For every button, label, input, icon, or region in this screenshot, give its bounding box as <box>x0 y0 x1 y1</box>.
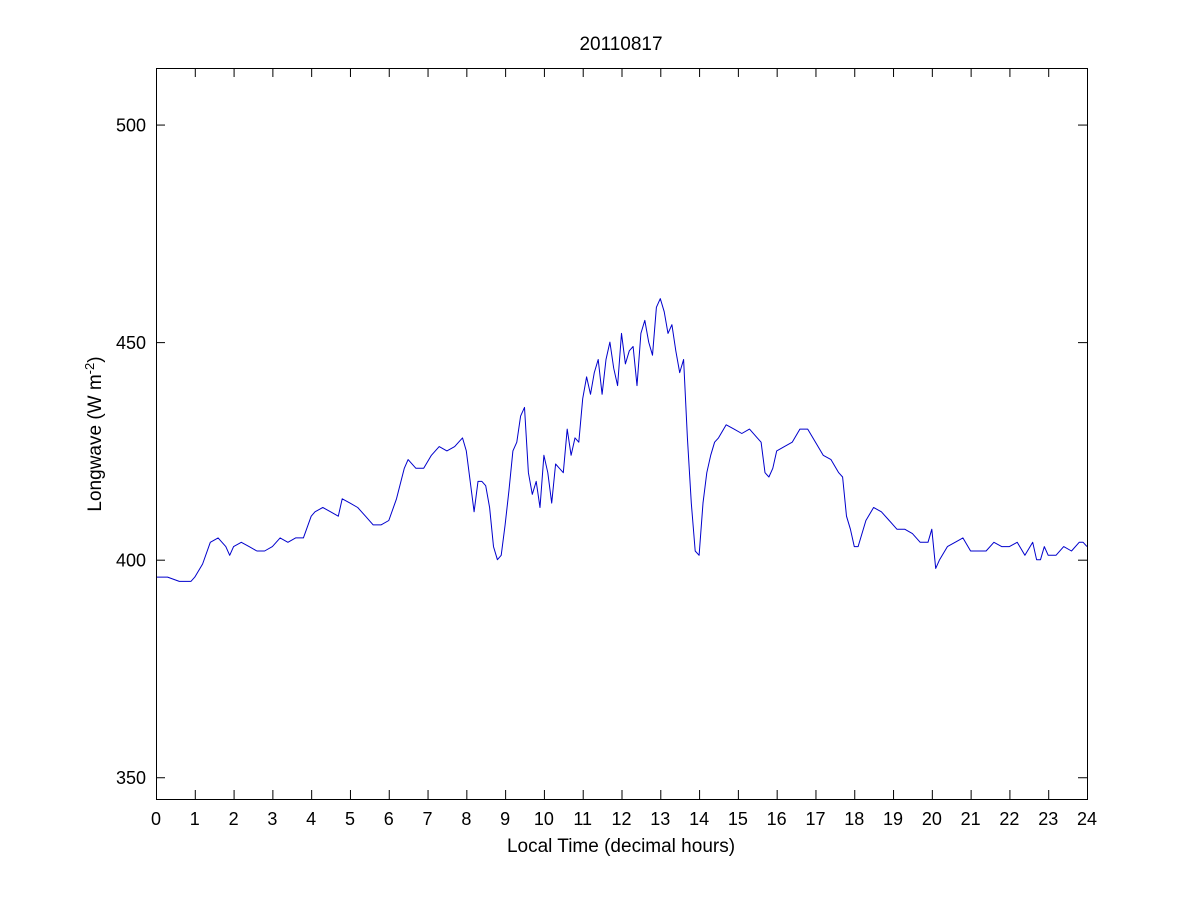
y-tick-label: 450 <box>116 333 146 353</box>
x-tick-label: 15 <box>728 809 748 829</box>
x-tick-label: 2 <box>229 809 239 829</box>
x-tick-label: 12 <box>611 809 631 829</box>
y-axis-title: Longwave (W m-2) <box>82 356 106 511</box>
x-tick-label: 13 <box>650 809 670 829</box>
x-tick-label: 7 <box>423 809 433 829</box>
plot-area-frame <box>156 68 1088 800</box>
series-layer <box>156 298 1088 582</box>
y-axis-title-suffix: ) <box>85 356 106 362</box>
x-tick-label: 16 <box>767 809 787 829</box>
axis-tick-labels: 0 1 2 3 4 5 6 7 8 9 10 11 12 13 14 15 16 17 18 19 20 21 22 23 24… <box>116 116 1097 829</box>
y-tick-label: 350 <box>116 768 146 788</box>
x-tick-label: 8 <box>461 809 471 829</box>
x-tick-label: 6 <box>384 809 394 829</box>
x-tick-label: 17 <box>805 809 825 829</box>
y-axis-title-superscript: -2 <box>82 363 97 375</box>
x-tick-label: 24 <box>1077 809 1097 829</box>
x-tick-label: 14 <box>689 809 709 829</box>
x-tick-label: 21 <box>961 809 981 829</box>
y-tick-label: 400 <box>116 551 146 571</box>
x-tick-label: 9 <box>500 809 510 829</box>
x-tick-label: 1 <box>190 809 200 829</box>
x-tick-label: 20 <box>922 809 942 829</box>
y-tick-label: 500 <box>116 116 146 136</box>
x-tick-label: 10 <box>534 809 554 829</box>
x-tick-label: 3 <box>267 809 277 829</box>
chart-title: 20110817 <box>579 34 662 55</box>
x-tick-label: 19 <box>883 809 903 829</box>
x-tick-label: 5 <box>345 809 355 829</box>
y-axis-title-prefix: Longwave (W m <box>85 374 106 511</box>
axis-ticks <box>156 68 1088 799</box>
x-tick-label: 0 <box>151 809 161 829</box>
x-tick-label: 22 <box>999 809 1019 829</box>
x-tick-label: 23 <box>1038 809 1058 829</box>
series-line <box>156 298 1088 582</box>
x-axis-title: Local Time (decimal hours) <box>507 836 735 857</box>
x-tick-label: 4 <box>306 809 316 829</box>
x-tick-label: 18 <box>844 809 864 829</box>
x-tick-label: 11 <box>573 809 592 829</box>
